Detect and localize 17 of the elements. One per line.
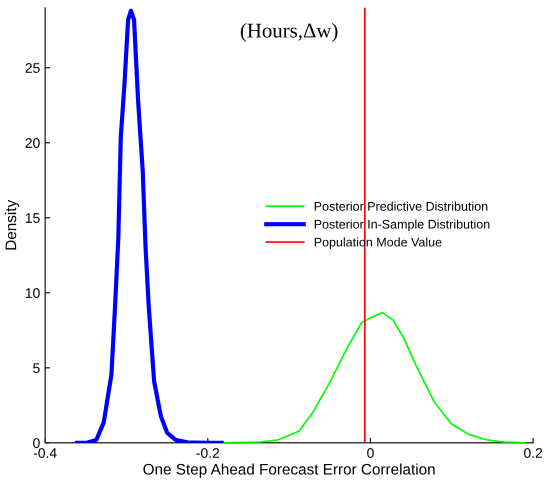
y-tick-label: 20 [26,138,40,148]
x-tick-label: -0.2 [196,448,220,458]
y-tick-label: 10 [26,288,40,298]
y-tick-label: 25 [26,63,40,73]
line-series [220,312,526,443]
y-tick-label: 0 [33,438,40,448]
x-axis-title: One Step Ahead Forecast Error Correlation [143,463,435,478]
y-tick-label: 5 [33,363,40,374]
x-tick-label: -0.4 [34,448,57,458]
legend-label: Posterior Predictive Distribution [314,202,488,211]
x-tick-label: 0 [367,448,374,458]
text: (Hours,Δw) [240,22,338,42]
y-tick-label: 15 [26,213,40,223]
y-axis-title: Density [5,200,20,250]
legend-label: Posterior In-Sample Distribution [314,219,490,232]
x-tick-label: 0.2 [524,448,542,458]
line-series [74,8,224,443]
